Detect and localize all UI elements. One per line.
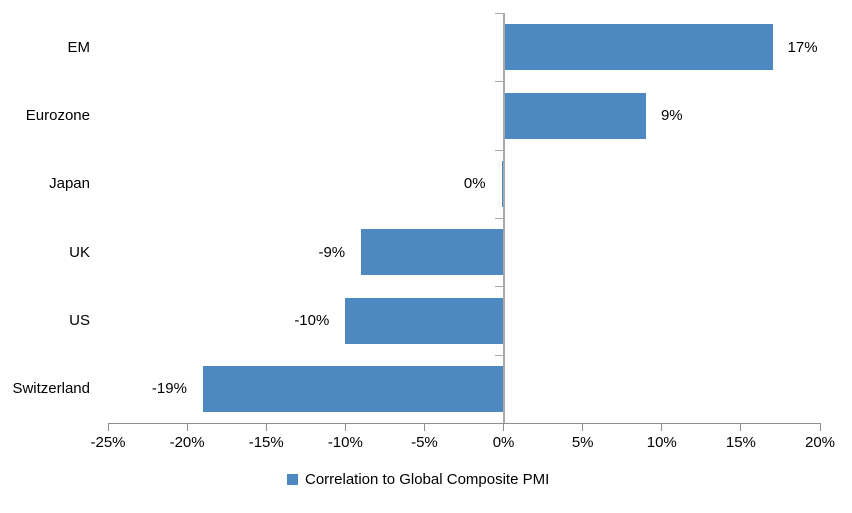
- legend-label: Correlation to Global Composite PMI: [305, 470, 550, 488]
- category-axis-tick: [494, 149, 503, 151]
- category-label-eurozone: Eurozone: [25, 106, 90, 124]
- category-axis-tick: [494, 354, 503, 356]
- value-label-us: -10%: [294, 311, 330, 329]
- category-axis-line: [502, 13, 505, 423]
- x-tick-label: -10%: [327, 434, 363, 451]
- x-tick-label: -15%: [248, 434, 284, 451]
- category-axis-tick: [494, 218, 503, 219]
- category-label-switzerland: Switzerland: [12, 380, 90, 398]
- x-tick-label: -25%: [90, 434, 126, 451]
- x-tick-label: 20%: [804, 434, 836, 451]
- category-label-japan: Japan: [49, 175, 90, 193]
- category-axis-tick: [494, 286, 503, 288]
- value-label-switzerland: -19%: [151, 380, 187, 398]
- x-tick: [186, 423, 188, 431]
- category-axis-tick: [494, 81, 503, 83]
- value-label-uk: -9%: [318, 243, 346, 261]
- x-tick-label: 0%: [492, 434, 515, 451]
- x-tick: [344, 423, 346, 431]
- bar-switzerland: [202, 365, 504, 412]
- x-tick-label: 5%: [571, 434, 594, 451]
- legend: Correlation to Global Composite PMI: [287, 469, 549, 489]
- bar-us: [345, 297, 504, 344]
- value-label-eurozone: 9%: [660, 106, 683, 124]
- x-tick-label: -20%: [169, 434, 205, 451]
- legend-swatch-icon: [287, 473, 298, 485]
- x-tick-label: -5%: [411, 434, 438, 451]
- bar-eurozone: [503, 92, 646, 139]
- category-axis-tick: [494, 13, 503, 14]
- x-tick: [661, 423, 663, 431]
- x-tick: [582, 423, 584, 431]
- x-tick: [740, 423, 742, 431]
- x-tick: [107, 423, 109, 431]
- x-tick: [423, 423, 425, 431]
- x-tick: [503, 423, 505, 431]
- x-tick: [265, 423, 267, 431]
- bar-uk: [361, 229, 504, 276]
- category-label-uk: UK: [69, 243, 90, 261]
- value-label-japan: 0%: [463, 175, 486, 193]
- value-label-em: 17%: [787, 38, 818, 56]
- value-axis-line: [108, 423, 821, 424]
- x-tick-label: 15%: [725, 434, 756, 451]
- category-label-em: EM: [67, 38, 91, 56]
- bar-em: [503, 24, 773, 71]
- x-tick-label: 10%: [646, 434, 677, 451]
- category-label-us: US: [69, 311, 90, 329]
- x-tick: [819, 423, 821, 431]
